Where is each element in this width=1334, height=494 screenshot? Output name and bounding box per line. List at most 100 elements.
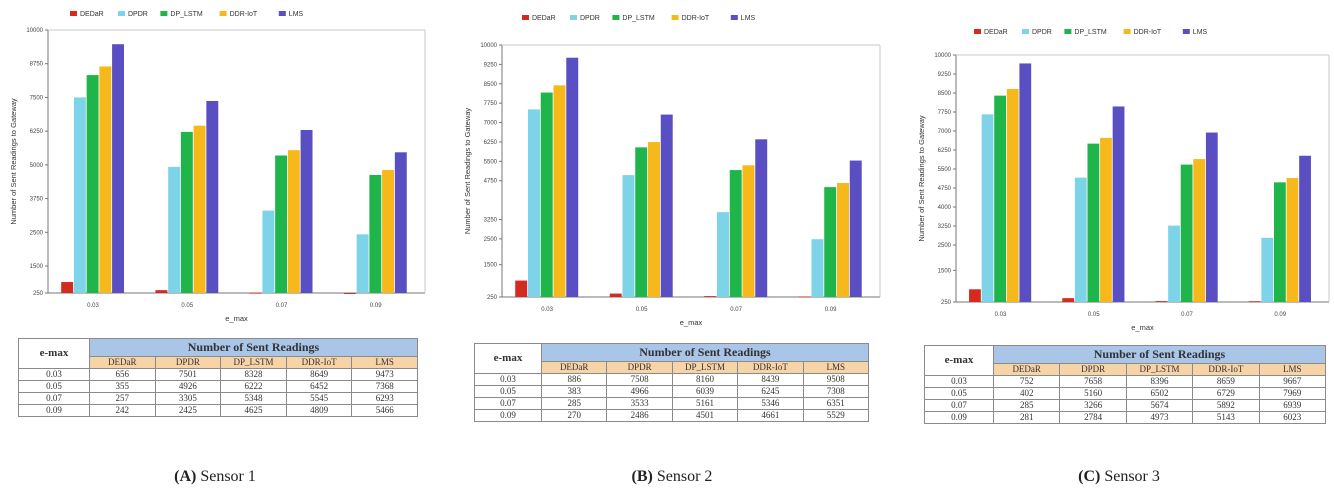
cell: 0.09 — [924, 411, 994, 424]
legend-label: DEDaR — [984, 29, 1008, 36]
cell: 285 — [540, 397, 608, 410]
y-tick-label: 4750 — [484, 179, 498, 185]
legend-label: DDR-IoT — [230, 11, 258, 18]
cell: 9473 — [351, 368, 418, 381]
y-tick-label: 6250 — [30, 129, 44, 135]
bar — [275, 155, 288, 293]
caption-sensor-2: (B) Sensor 2 — [452, 468, 892, 486]
bar — [394, 152, 407, 293]
legend-label: DP_LSTM — [622, 15, 654, 22]
legend-label: LMS — [741, 15, 756, 22]
y-tick-label: 7750 — [938, 110, 952, 116]
bar — [206, 100, 219, 293]
legend-swatch — [160, 11, 168, 16]
cell: 5160 — [1059, 387, 1127, 400]
x-tick-label: 0.07 — [1181, 312, 1193, 318]
cell: 6222 — [220, 380, 287, 393]
bar — [609, 293, 622, 297]
table-row: 0.03 886 7508 8160 8439 9508 — [474, 373, 870, 386]
y-tick-label: 10000 — [26, 28, 43, 34]
bar — [1286, 178, 1299, 302]
legend-label: DPDR — [1032, 29, 1052, 36]
cell: 355 — [89, 380, 156, 393]
cell: 5346 — [737, 397, 804, 410]
bar — [660, 114, 673, 297]
cell: 9508 — [802, 373, 870, 386]
y-tick-label: 7750 — [484, 101, 498, 107]
bar — [300, 129, 313, 293]
x-axis-title: e_max — [225, 314, 248, 323]
cell: 2784 — [1059, 411, 1127, 424]
bar — [515, 280, 528, 297]
y-tick-label: 2500 — [938, 243, 952, 249]
y-tick-label: 3250 — [484, 217, 498, 223]
cell: 4625 — [220, 404, 287, 417]
bar — [1168, 225, 1180, 302]
legend-label: DP_LSTM — [1074, 29, 1106, 36]
col-header: DP_LSTM — [1125, 363, 1194, 376]
bar — [1299, 155, 1311, 302]
y-tick-label: 4750 — [938, 186, 952, 192]
y-tick-label: 9250 — [938, 72, 952, 78]
y-tick-label: 8500 — [484, 82, 498, 88]
y-tick-label: 4000 — [938, 205, 952, 211]
bar — [648, 142, 660, 297]
bar — [99, 66, 112, 294]
emax-header: e-max — [924, 345, 994, 376]
y-tick-label: 5000 — [30, 163, 44, 169]
y-tick-label: 9250 — [484, 62, 498, 68]
legend-swatch — [570, 15, 577, 20]
x-axis-title: e_max — [680, 318, 703, 327]
bar — [356, 234, 369, 293]
bar — [86, 75, 99, 293]
panel-sensor-1: DEDaR DPDR DP_LSTM DDR-IoT LMS 250 1500 2500 375… — [0, 0, 430, 494]
table-row: 0.03 656 7501 8328 8649 9473 — [18, 368, 418, 381]
legend-label: DDR-IoT — [682, 15, 710, 22]
x-tick-label: 0.03 — [995, 312, 1007, 318]
cell: 9667 — [1258, 375, 1327, 388]
bar — [1180, 164, 1193, 302]
bar — [155, 290, 168, 293]
y-tick-label: 5500 — [938, 167, 952, 173]
bar — [742, 165, 755, 297]
cell: 270 — [540, 409, 608, 422]
panel-sensor-3: DEDaR DPDR DP_LSTM DDR-IoT LMS 250 1500 2500 325… — [904, 0, 1334, 494]
emax-header: e-max — [474, 343, 542, 374]
col-header: DP_LSTM — [220, 356, 287, 369]
y-tick-label: 8750 — [30, 62, 44, 68]
caption-label: (B) — [631, 468, 653, 485]
col-header: DDR-IoT — [737, 361, 804, 374]
cell: 7658 — [1059, 375, 1127, 388]
bar — [1155, 301, 1168, 302]
y-tick-label: 10000 — [934, 53, 951, 59]
bar — [994, 95, 1007, 302]
cell: 3305 — [154, 392, 222, 405]
cell: 4926 — [154, 380, 222, 393]
cell: 8439 — [737, 373, 804, 386]
legend-swatch — [1022, 29, 1029, 34]
table-row: 0.03 752 7658 8396 8659 9667 — [924, 375, 1327, 388]
table-row: 0.05 355 4926 6222 6452 7368 — [18, 380, 418, 393]
cell: 6039 — [671, 385, 739, 398]
bar — [729, 170, 742, 297]
cell: 0.09 — [18, 404, 90, 417]
y-tick-label: 6250 — [484, 140, 498, 146]
cell: 6452 — [285, 380, 353, 393]
bar — [369, 174, 382, 293]
y-axis-title: Number of Sent Readings to Gateway — [9, 98, 18, 225]
y-axis-title: Number of Sent Readings to Gateway — [463, 108, 472, 235]
cell: 5529 — [802, 409, 870, 422]
col-header: DPDR — [606, 361, 673, 374]
cell: 0.07 — [18, 392, 90, 405]
bar — [981, 114, 994, 303]
bar — [969, 289, 981, 302]
bar — [193, 125, 206, 294]
bar — [849, 160, 862, 297]
caption-text: Sensor 3 — [1100, 468, 1160, 485]
cell: 5545 — [285, 392, 353, 405]
emax-header: e-max — [18, 338, 90, 369]
table-row: 0.05 383 4966 6039 6245 7308 — [474, 385, 870, 398]
col-header: LMS — [802, 361, 870, 374]
cell: 8396 — [1125, 375, 1194, 388]
legend-swatch — [1064, 29, 1072, 34]
